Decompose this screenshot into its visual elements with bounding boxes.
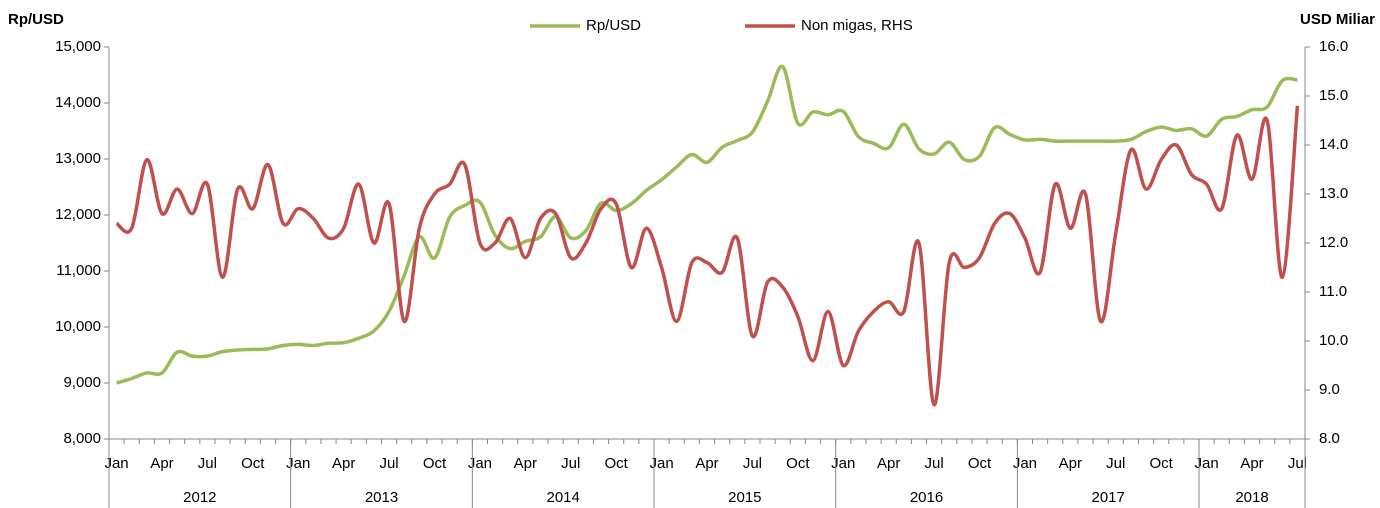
x-tick-label: Apr [877, 455, 900, 472]
x-tick-label: Oct [786, 455, 810, 472]
year-label: 2014 [546, 489, 579, 506]
year-label: 2018 [1235, 489, 1268, 506]
y2-tick-label: 10.0 [1319, 332, 1348, 349]
x-tick-label: Jan [1195, 455, 1219, 472]
x-tick-label: Apr [332, 455, 355, 472]
x-tick-label: Jul [1106, 455, 1125, 472]
y-tick-label: 14,000 [55, 94, 101, 111]
y-tick-label: 12,000 [55, 206, 101, 223]
year-label: 2015 [728, 489, 761, 506]
y2-tick-label: 12.0 [1319, 234, 1348, 251]
x-tick-label: Jan [831, 455, 855, 472]
x-tick-label: Jul [198, 455, 217, 472]
year-label: 2012 [183, 489, 216, 506]
x-tick-label: Jan [1013, 455, 1037, 472]
y2-tick-label: 8.0 [1319, 430, 1340, 447]
x-tick-label: Oct [1150, 455, 1174, 472]
x-tick-label: Jul [379, 455, 398, 472]
y-tick-label: 11,000 [56, 262, 101, 279]
y-tick-label: 8,000 [63, 430, 101, 447]
x-tick-label: Apr [1240, 455, 1263, 472]
x-tick-label: Oct [604, 455, 628, 472]
year-label: 2013 [365, 489, 398, 506]
y-tick-label: 10,000 [55, 318, 101, 335]
y-axis-title: Rp/USD [8, 11, 64, 28]
y-tick-label: 9,000 [63, 374, 101, 391]
x-tick-label: Jul [924, 455, 943, 472]
series-line [116, 64, 1298, 385]
x-tick-label: Jan [649, 455, 673, 472]
year-label: 2017 [1092, 489, 1125, 506]
x-tick-label: Apr [695, 455, 718, 472]
x-tick-label: Apr [1059, 455, 1082, 472]
x-tick-label: Jul [743, 455, 762, 472]
y2-tick-label: 13.0 [1319, 185, 1348, 202]
y2-tick-label: 9.0 [1319, 381, 1340, 398]
series-line [115, 105, 1300, 407]
y-tick-label: 15,000 [55, 38, 101, 55]
x-tick-label: Oct [968, 455, 992, 472]
x-tick-label: Oct [423, 455, 447, 472]
year-label: 2016 [910, 489, 943, 506]
x-tick-label: Jan [104, 455, 128, 472]
y2-tick-label: 15.0 [1319, 87, 1348, 104]
y2-tick-label: 11.0 [1319, 283, 1347, 300]
x-tick-label: Oct [241, 455, 265, 472]
legend-label: Non migas, RHS [801, 17, 913, 34]
y2-axis-title: USD Miliar [1300, 11, 1375, 28]
x-tick-label: Jan [286, 455, 310, 472]
x-tick-label: Apr [514, 455, 537, 472]
x-tick-label: Apr [150, 455, 173, 472]
y2-tick-label: 16.0 [1319, 38, 1348, 55]
legend-label: Rp/USD [586, 17, 641, 34]
x-tick-label: Jul [561, 455, 580, 472]
y2-tick-label: 14.0 [1319, 136, 1348, 153]
x-tick-label: Jan [468, 455, 492, 472]
y-tick-label: 13,000 [55, 150, 101, 167]
x-tick-label: Jul [1288, 455, 1307, 472]
